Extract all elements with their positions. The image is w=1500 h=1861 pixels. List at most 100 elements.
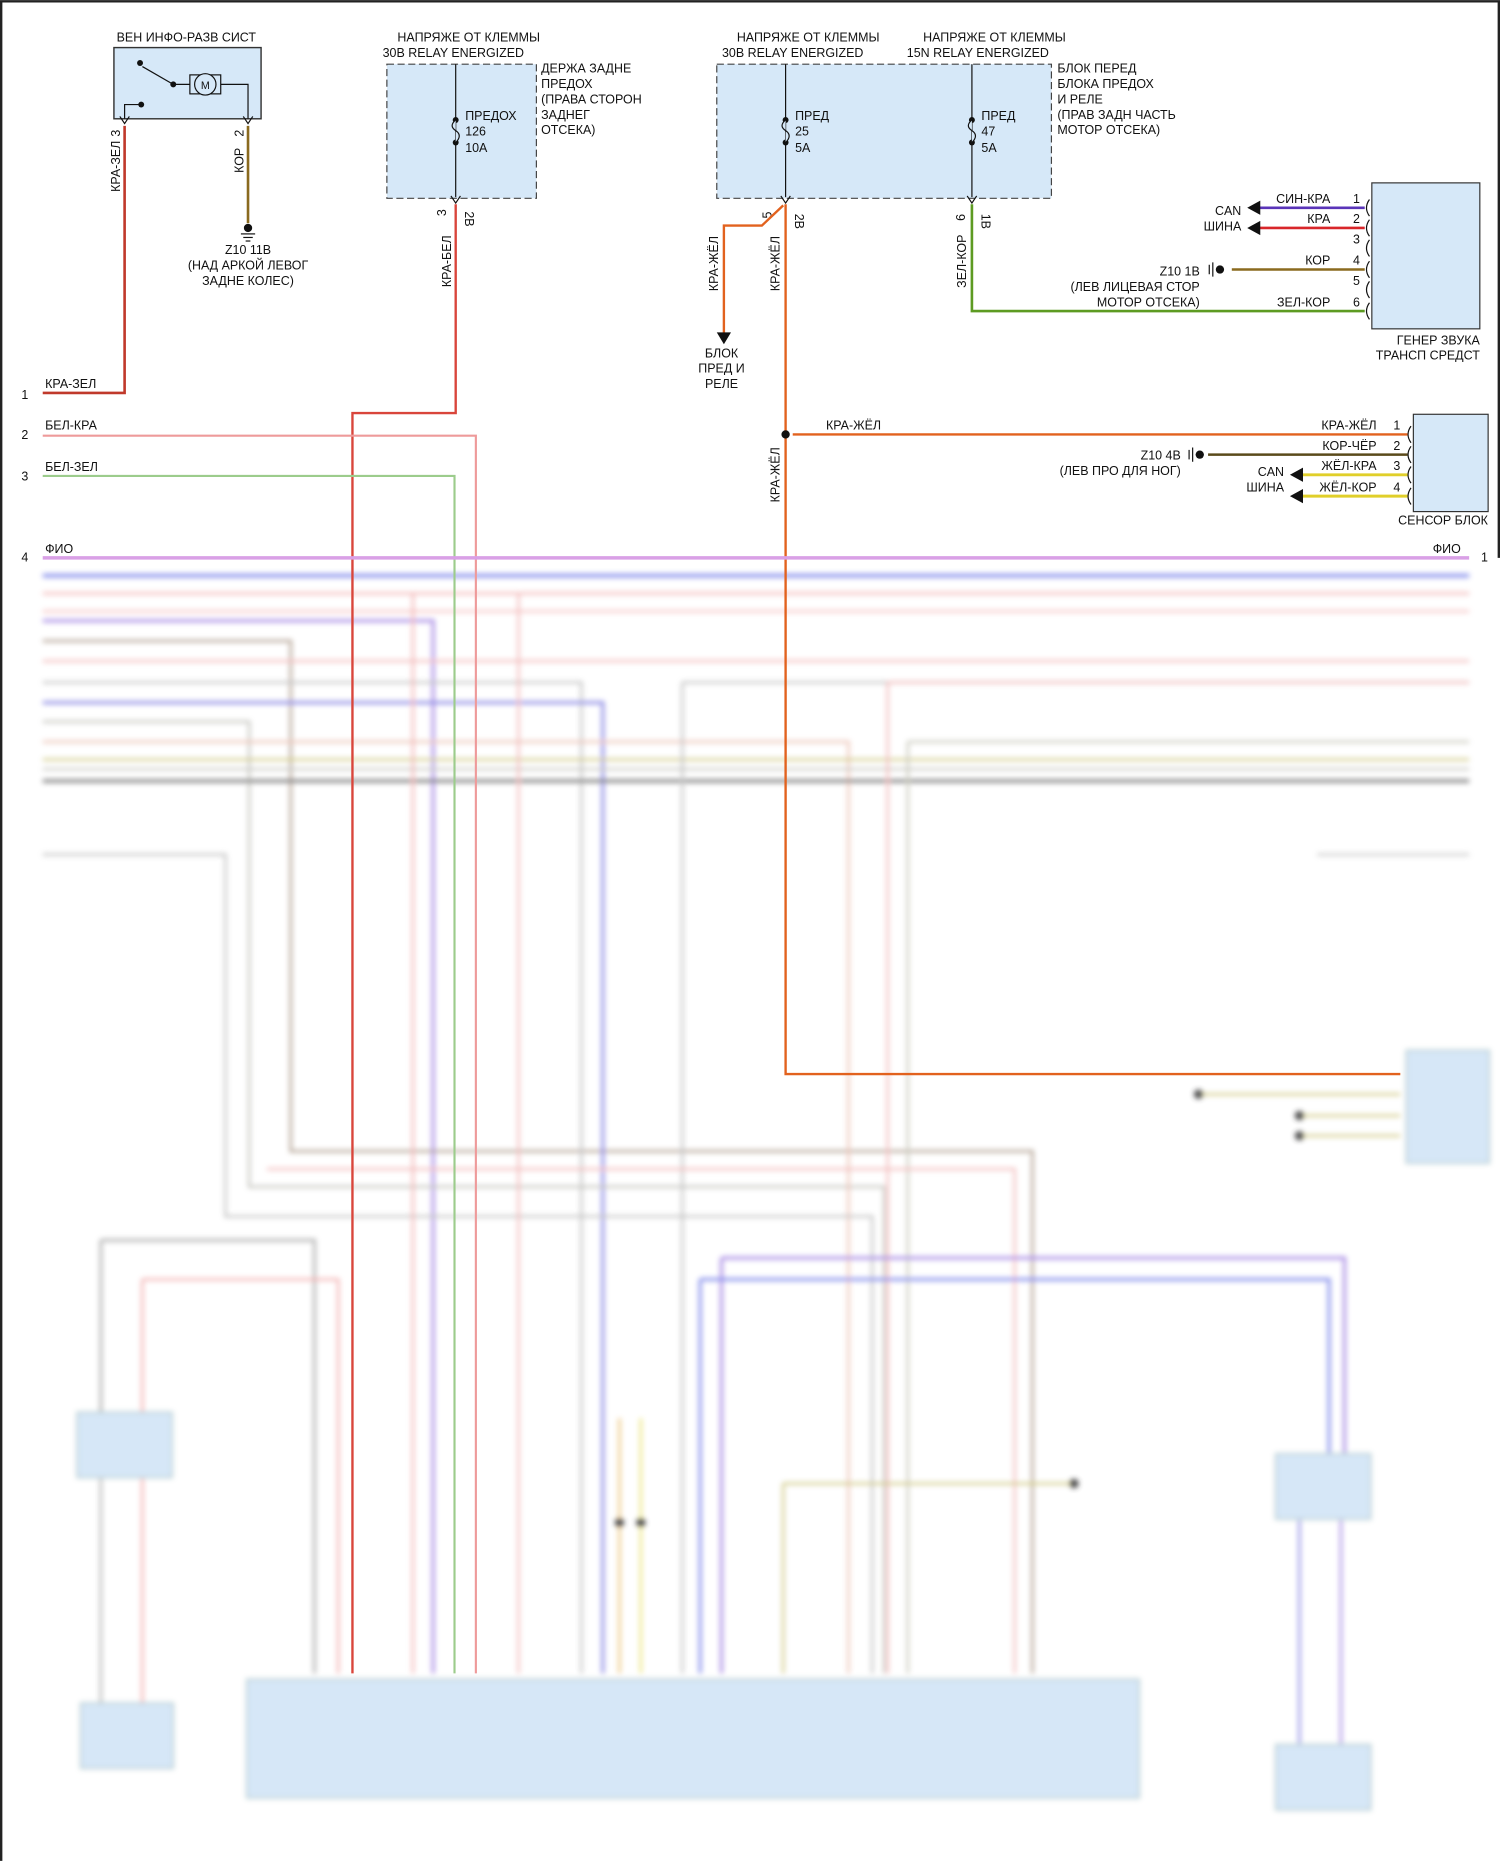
pin-socket-icon (1365, 239, 1370, 257)
infotainment-title: ВЕН ИНФО-РАЗВ СИСТ (117, 31, 257, 45)
blurred-wire (906, 740, 1470, 1674)
fuse-icon (781, 117, 790, 146)
front-fuse-box: НАПРЯЖЕ ОТ КЛЕММЫ 30В RELAY ENERGIZED НА… (698, 31, 1401, 1076)
wire-label: КРА-ЖЁЛ (769, 236, 783, 291)
ground-label: Z10 11В (225, 243, 271, 257)
splice-dot (614, 1517, 625, 1528)
blurred-component (1275, 1453, 1372, 1520)
blurred-wire (267, 1167, 1016, 1674)
ground-location: (НАД АРКОЙ ЛЕВОГ (188, 258, 309, 273)
blurred-component (246, 1678, 1140, 1799)
pin-socket-icon (1365, 219, 1370, 237)
blurred-component (1405, 1049, 1490, 1164)
can-label: ШИНА (1204, 219, 1242, 233)
ground-icon (1188, 447, 1204, 462)
terminal-number: 1 (21, 388, 28, 402)
wire-label: КОР (232, 148, 246, 173)
location-text: МОТОР ОТСЕКА) (1057, 123, 1160, 137)
location-text: БЛОКА ПРЕДОХ (1057, 77, 1154, 91)
fuse-icon (451, 117, 460, 146)
blurred-wire (517, 592, 1470, 1674)
ground-location: МОТОР ОТСЕКА) (1097, 295, 1200, 309)
motor-symbol: M (201, 80, 210, 92)
wire-label: КРА-ЖЁЛ (769, 447, 783, 502)
arrow-left-icon (1289, 489, 1304, 504)
ground-label: Z10 4В (1141, 448, 1181, 462)
location-text: (ПРАВ ЗАДН ЧАСТЬ (1057, 108, 1175, 122)
ground-location: (ЛЕВ ЛИЦЕВАЯ СТОР (1070, 280, 1199, 294)
terminal-number: 2 (21, 428, 28, 442)
fuse-box (716, 63, 1053, 199)
pin-label: 3 (435, 209, 449, 216)
sensor-unit-box (1412, 413, 1489, 513)
pin-label: 2 (232, 130, 246, 137)
blurred-component (76, 1411, 173, 1479)
wire-label: КРА-ЖЁЛ (707, 236, 721, 291)
ground-icon (240, 223, 256, 242)
blurred-wire (782, 1482, 1074, 1674)
blurred-wire (42, 853, 874, 1674)
wire-label: КРА-ЖЁЛ (826, 419, 881, 433)
voltage-title: 15N RELAY ENERGIZED (907, 46, 1049, 60)
wire-label: СИН-КРА (1276, 192, 1331, 206)
pin-number: 5 (1353, 274, 1360, 288)
wire-kra-zel (42, 125, 126, 395)
blurred-wire (720, 1256, 1347, 1674)
connector-label: 1В (978, 214, 992, 229)
blurred-wire (886, 681, 1470, 1674)
pin-label: 3 (109, 130, 123, 137)
wire-zel-kor (970, 204, 1365, 313)
blurred-wire (698, 1277, 1331, 1674)
terminal-number: 4 (21, 550, 28, 564)
wire-label: ФИО (45, 542, 73, 556)
left-terminals: 1 КРА-ЗЕЛ 2 БЕЛ-КРА 3 БЕЛ-ЗЕЛ 4 ФИО ФИО … (21, 377, 1488, 1674)
arrow-left-icon (1247, 220, 1261, 236)
wire-kra-bel (351, 204, 457, 1674)
blurred-component (80, 1702, 174, 1769)
pin-number: 4 (1353, 254, 1360, 268)
blurred-wire (42, 681, 583, 1674)
splice-dot (636, 1517, 646, 1528)
pin-socket-icon (1407, 425, 1412, 444)
ground-label: Z10 1В (1160, 264, 1200, 278)
wire-label: КРА-ЖЁЛ (1321, 419, 1376, 433)
splice-dot (1294, 1131, 1305, 1141)
pin-label: 6 (954, 214, 968, 221)
fuse-label: ПРЕДОХ (465, 109, 517, 123)
wire-kra-zhel-branch (722, 204, 785, 335)
wire-bel-zel (42, 474, 456, 1674)
location-text: ДЕРЖА ЗАДНЕ (541, 62, 631, 76)
target-label: ПРЕД И (698, 362, 744, 376)
wire-label: БЕЛ-КРА (45, 419, 98, 433)
pin-number: 2 (1353, 212, 1360, 226)
pin-label: 5 (760, 211, 774, 218)
blurred-wire (42, 619, 435, 1674)
terminal-number: 3 (21, 470, 28, 484)
wire-label: КРА-ЗЕЛ (109, 141, 123, 192)
target-label: РЕЛЕ (705, 377, 738, 391)
target-label: БЛОК (705, 346, 739, 360)
pin-socket-icon (1407, 466, 1412, 484)
pin-socket-icon (1365, 302, 1370, 320)
component-label: ТРАНСП СРЕДСТ (1376, 349, 1480, 363)
sound-generator-box (1371, 182, 1481, 330)
splice-dot (1193, 1089, 1204, 1100)
connector-label: 2В (462, 211, 476, 226)
wire-kra-zhel-main (784, 204, 1401, 1076)
fuse-rating: 5А (795, 141, 811, 155)
voltage-title: 30В RELAY ENERGIZED (383, 46, 524, 60)
blurred-lower-diagram (42, 573, 1490, 1811)
component-label: ГЕНЕР ЗВУКА (1397, 333, 1481, 347)
fuse-icon (967, 117, 977, 146)
pin-number: 3 (1353, 232, 1360, 246)
fuse-holder-box (386, 63, 537, 199)
wire-label: КОР (1305, 254, 1330, 268)
pin-socket-icon (1365, 260, 1370, 279)
location-text: БЛОК ПЕРЕД (1057, 62, 1137, 76)
wire-label: КРА-ЗЕЛ (45, 377, 96, 391)
blurred-wire (99, 1238, 316, 1674)
ground-icon (1208, 262, 1225, 277)
connector-label: 2В (792, 214, 806, 229)
fuse-number: 25 (795, 124, 809, 138)
